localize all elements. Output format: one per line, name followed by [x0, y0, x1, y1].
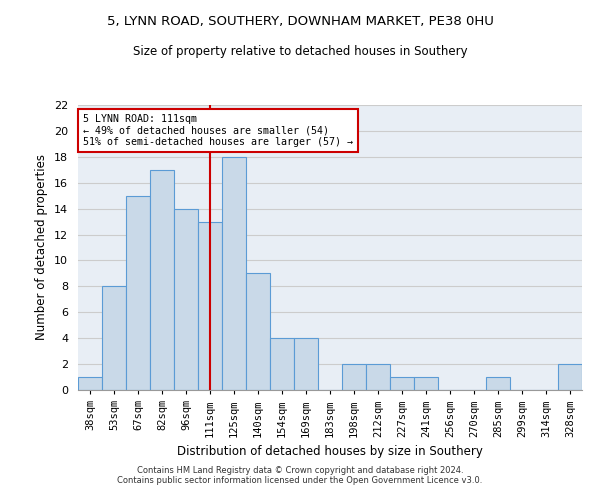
Bar: [174, 208, 198, 390]
Text: Size of property relative to detached houses in Southery: Size of property relative to detached ho…: [133, 45, 467, 58]
Bar: [486, 377, 510, 390]
Bar: [558, 364, 582, 390]
X-axis label: Distribution of detached houses by size in Southery: Distribution of detached houses by size …: [177, 445, 483, 458]
Y-axis label: Number of detached properties: Number of detached properties: [35, 154, 49, 340]
Bar: [342, 364, 366, 390]
Text: 5 LYNN ROAD: 111sqm
← 49% of detached houses are smaller (54)
51% of semi-detach: 5 LYNN ROAD: 111sqm ← 49% of detached ho…: [83, 114, 353, 147]
Bar: [102, 286, 126, 390]
Bar: [270, 338, 294, 390]
Text: Contains HM Land Registry data © Crown copyright and database right 2024.
Contai: Contains HM Land Registry data © Crown c…: [118, 466, 482, 485]
Bar: [414, 377, 438, 390]
Bar: [246, 274, 270, 390]
Bar: [366, 364, 390, 390]
Bar: [126, 196, 150, 390]
Bar: [294, 338, 318, 390]
Bar: [222, 157, 246, 390]
Bar: [78, 377, 102, 390]
Bar: [198, 222, 222, 390]
Bar: [150, 170, 174, 390]
Text: 5, LYNN ROAD, SOUTHERY, DOWNHAM MARKET, PE38 0HU: 5, LYNN ROAD, SOUTHERY, DOWNHAM MARKET, …: [107, 15, 493, 28]
Bar: [390, 377, 414, 390]
